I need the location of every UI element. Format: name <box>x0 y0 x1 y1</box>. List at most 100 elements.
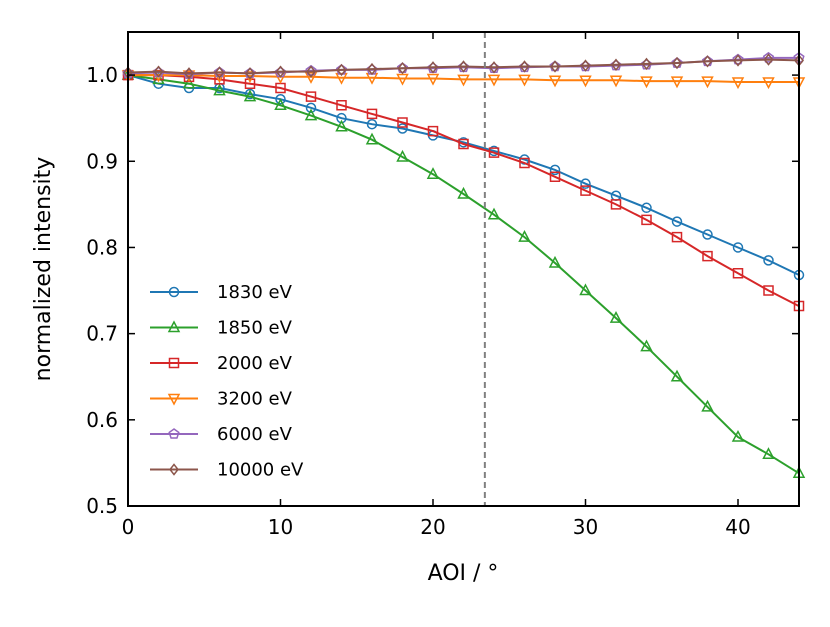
data-point <box>641 214 652 226</box>
data-point <box>580 185 591 196</box>
legend-item: 1850 eV <box>150 318 293 339</box>
data-point <box>426 167 440 179</box>
data-point <box>458 60 469 73</box>
series-2000-ev <box>122 69 805 312</box>
legend-label: 1850 eV <box>217 318 293 339</box>
legend-item: 6000 eV <box>150 424 293 445</box>
data-point <box>243 89 257 102</box>
data-point <box>548 75 562 88</box>
data-point <box>580 178 591 189</box>
data-point <box>641 57 652 71</box>
data-point <box>763 53 774 66</box>
ticks-layer: 0 10 20 30 40 0.5 0.6 0.7 0.8 0.9 1.0 <box>86 32 799 539</box>
data-point <box>731 429 745 442</box>
series-line <box>127 74 800 276</box>
data-point <box>609 75 623 88</box>
data-point <box>641 202 652 214</box>
data-point <box>458 138 469 150</box>
data-point <box>671 231 683 243</box>
data-point <box>274 98 287 111</box>
data-point <box>427 125 439 137</box>
data-point <box>304 72 318 84</box>
data-point <box>519 157 530 169</box>
data-point <box>457 74 470 87</box>
data-point <box>731 77 745 90</box>
data-point <box>336 100 347 111</box>
data-point <box>213 83 226 96</box>
data-point <box>701 399 714 412</box>
legend-marker <box>168 357 180 369</box>
x-tick-label: 20 <box>420 515 445 539</box>
data-point <box>457 186 470 199</box>
data-point <box>733 54 743 67</box>
data-point <box>549 164 561 176</box>
data-point <box>640 339 653 352</box>
data-point <box>489 61 499 74</box>
series-layer <box>121 51 806 479</box>
x-tick-label: 0 <box>122 515 135 539</box>
data-point <box>609 311 623 323</box>
data-point <box>732 53 744 65</box>
legend-marker <box>169 463 179 476</box>
y-tick-label: 0.5 <box>86 494 118 518</box>
data-point <box>732 268 744 279</box>
data-point <box>549 171 561 183</box>
legend-item: 1830 eV <box>150 282 293 303</box>
data-point <box>335 119 348 132</box>
data-point <box>763 285 774 296</box>
series-line <box>128 74 800 307</box>
data-point <box>610 199 622 210</box>
data-point <box>518 74 531 87</box>
data-point <box>245 67 255 80</box>
data-point <box>365 132 379 145</box>
data-point <box>275 93 286 105</box>
legend-label: 1830 eV <box>217 282 293 303</box>
y-tick-label: 0.6 <box>86 408 118 432</box>
data-point <box>428 61 438 74</box>
series-line <box>127 74 800 475</box>
legend-item: 10000 eV <box>150 460 304 481</box>
data-point <box>548 255 562 268</box>
data-point <box>579 75 592 88</box>
x-tick-label: 30 <box>573 515 598 539</box>
legend-item: 2000 eV <box>150 353 293 374</box>
data-point <box>701 76 714 89</box>
data-point <box>580 59 591 72</box>
data-point <box>397 117 408 128</box>
data-point <box>488 147 500 158</box>
data-point <box>702 229 713 240</box>
data-point <box>519 60 530 73</box>
legend-label: 2000 eV <box>217 353 293 374</box>
data-point <box>550 60 560 73</box>
axes-frame <box>127 31 800 507</box>
data-point <box>793 300 805 312</box>
data-point <box>762 447 775 460</box>
data-point <box>275 65 286 78</box>
data-point <box>183 71 195 83</box>
data-point <box>487 207 501 220</box>
x-axis-label: AOI / ° <box>428 561 499 586</box>
data-point <box>762 77 775 90</box>
legend: 1830 eV 1850 eV 2000 eV 3200 eV 6000 eV 10000… <box>150 282 304 481</box>
legend-label: 10000 eV <box>217 460 304 481</box>
data-point <box>670 76 684 89</box>
series-line <box>127 58 800 75</box>
data-point <box>184 67 194 80</box>
series-1850-ev <box>121 67 806 479</box>
data-point <box>670 369 684 382</box>
data-point <box>763 255 774 266</box>
data-point <box>518 230 531 242</box>
data-point <box>396 149 409 162</box>
legend-marker <box>168 428 180 439</box>
data-point <box>305 64 317 76</box>
data-point <box>762 51 775 63</box>
x-tick-label: 40 <box>725 515 750 539</box>
data-point <box>487 74 501 87</box>
data-point <box>426 73 440 86</box>
data-point <box>153 65 164 78</box>
data-point <box>182 76 196 89</box>
data-point <box>367 62 377 76</box>
series-10000-ev <box>123 53 804 80</box>
data-point <box>671 216 683 227</box>
